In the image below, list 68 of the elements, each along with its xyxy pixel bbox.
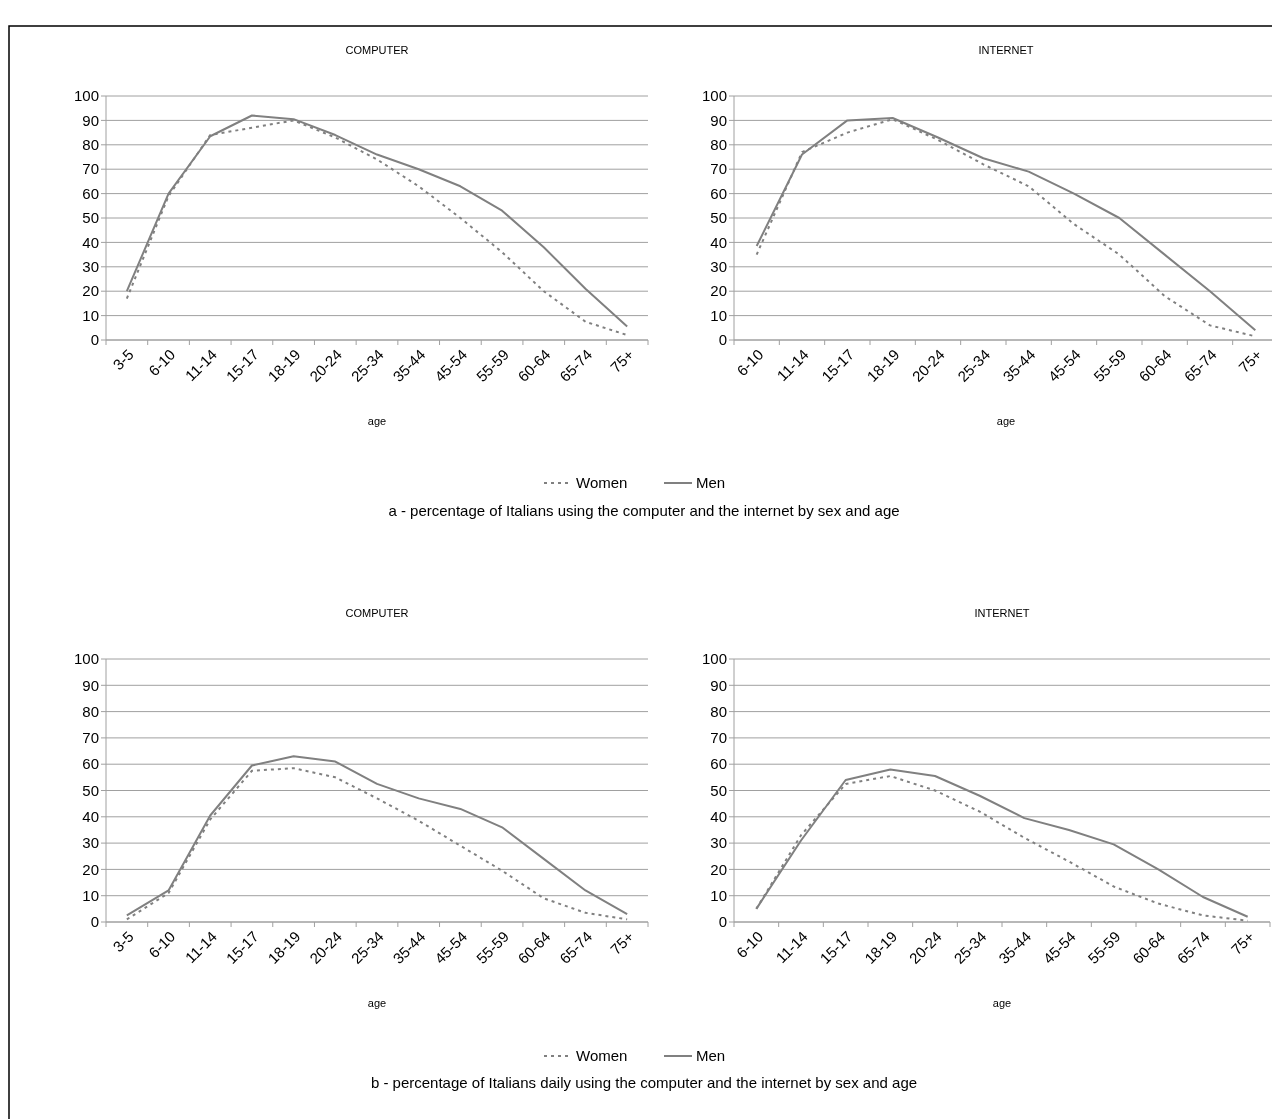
chart-title: INTERNET (978, 44, 1034, 56)
y-tick-label: 60 (82, 184, 99, 202)
y-tick-label: 100 (701, 87, 727, 105)
y-tick-label: 50 (710, 209, 727, 227)
text: b - percentage of Italians daily using the computer and the internet by sex and age (370, 1074, 918, 1092)
legend-label: Men (696, 1047, 726, 1065)
y-tick-label: 0 (718, 331, 727, 349)
x-axis-title: age (367, 997, 387, 1009)
y-tick-label: 70 (82, 729, 99, 747)
y-tick-label: 20 (82, 282, 99, 300)
x-tick-label: 6-10 (145, 927, 179, 962)
legend-label: Women (576, 474, 628, 492)
y-tick-label: 40 (82, 808, 99, 826)
y-tick-label: 100 (701, 650, 727, 668)
x-tick-label: 75+ (1227, 927, 1258, 958)
legend-label: Men (696, 474, 726, 492)
y-tick-label: 90 (710, 676, 727, 694)
y-tick-label: 20 (82, 860, 99, 878)
y-tick-label: 100 (73, 87, 99, 105)
y-tick-label: 0 (90, 913, 99, 931)
legend-label: Women (576, 1047, 628, 1065)
x-tick-label: 6-10 (145, 345, 179, 380)
y-tick-label: 20 (710, 282, 727, 300)
y-tick-label: 70 (710, 160, 727, 178)
y-tick-label: 80 (710, 702, 727, 720)
y-tick-label: 30 (82, 834, 99, 852)
x-axis-title: age (996, 415, 1016, 427)
x-tick-label: 6-10 (733, 345, 767, 380)
y-tick-label: 100 (73, 650, 99, 668)
y-tick-label: 40 (82, 233, 99, 251)
y-tick-label: 30 (82, 258, 99, 276)
x-axis-title: age (992, 997, 1012, 1009)
y-tick-label: 90 (710, 111, 727, 129)
chart-title: INTERNET (974, 607, 1030, 619)
y-tick-label: 0 (718, 913, 727, 931)
y-tick-label: 20 (710, 860, 727, 878)
y-tick-label: 90 (82, 676, 99, 694)
x-tick-label: 3-5 (109, 927, 137, 956)
y-tick-label: 0 (90, 331, 99, 349)
chart-title: COMPUTER (345, 607, 409, 619)
y-tick-label: 60 (710, 755, 727, 773)
x-tick-label: 6-10 (732, 927, 767, 962)
y-tick-label: 10 (82, 306, 99, 324)
x-tick-label: 75+ (1235, 345, 1266, 376)
y-tick-label: 40 (710, 233, 727, 251)
y-tick-label: 50 (82, 781, 99, 799)
y-tick-label: 80 (82, 136, 99, 154)
y-tick-label: 80 (82, 702, 99, 720)
y-tick-label: 30 (710, 258, 727, 276)
x-tick-label: 75+ (606, 927, 638, 958)
y-tick-label: 50 (82, 209, 99, 227)
x-tick-label: 75+ (606, 345, 638, 376)
y-tick-label: 10 (82, 886, 99, 904)
y-tick-label: 60 (710, 184, 727, 202)
y-tick-label: 10 (710, 306, 727, 324)
y-tick-label: 40 (710, 808, 727, 826)
chart-title: COMPUTER (345, 44, 409, 56)
x-axis-title: age (367, 415, 387, 427)
y-tick-label: 70 (710, 729, 727, 747)
text: a - percentage of Italians using the computer and the internet by sex and age (388, 502, 900, 520)
y-tick-label: 30 (710, 834, 727, 852)
y-tick-label: 70 (82, 160, 99, 178)
y-tick-label: 50 (710, 781, 727, 799)
y-tick-label: 80 (710, 136, 727, 154)
y-tick-label: 90 (82, 111, 99, 129)
y-tick-label: 10 (710, 886, 727, 904)
x-tick-label: 3-5 (109, 345, 137, 374)
y-tick-label: 60 (82, 755, 99, 773)
